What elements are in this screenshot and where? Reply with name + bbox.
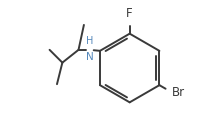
Text: F: F [126, 7, 133, 20]
Text: H: H [86, 36, 93, 47]
Text: Br: Br [171, 86, 185, 99]
Text: N: N [86, 52, 94, 62]
